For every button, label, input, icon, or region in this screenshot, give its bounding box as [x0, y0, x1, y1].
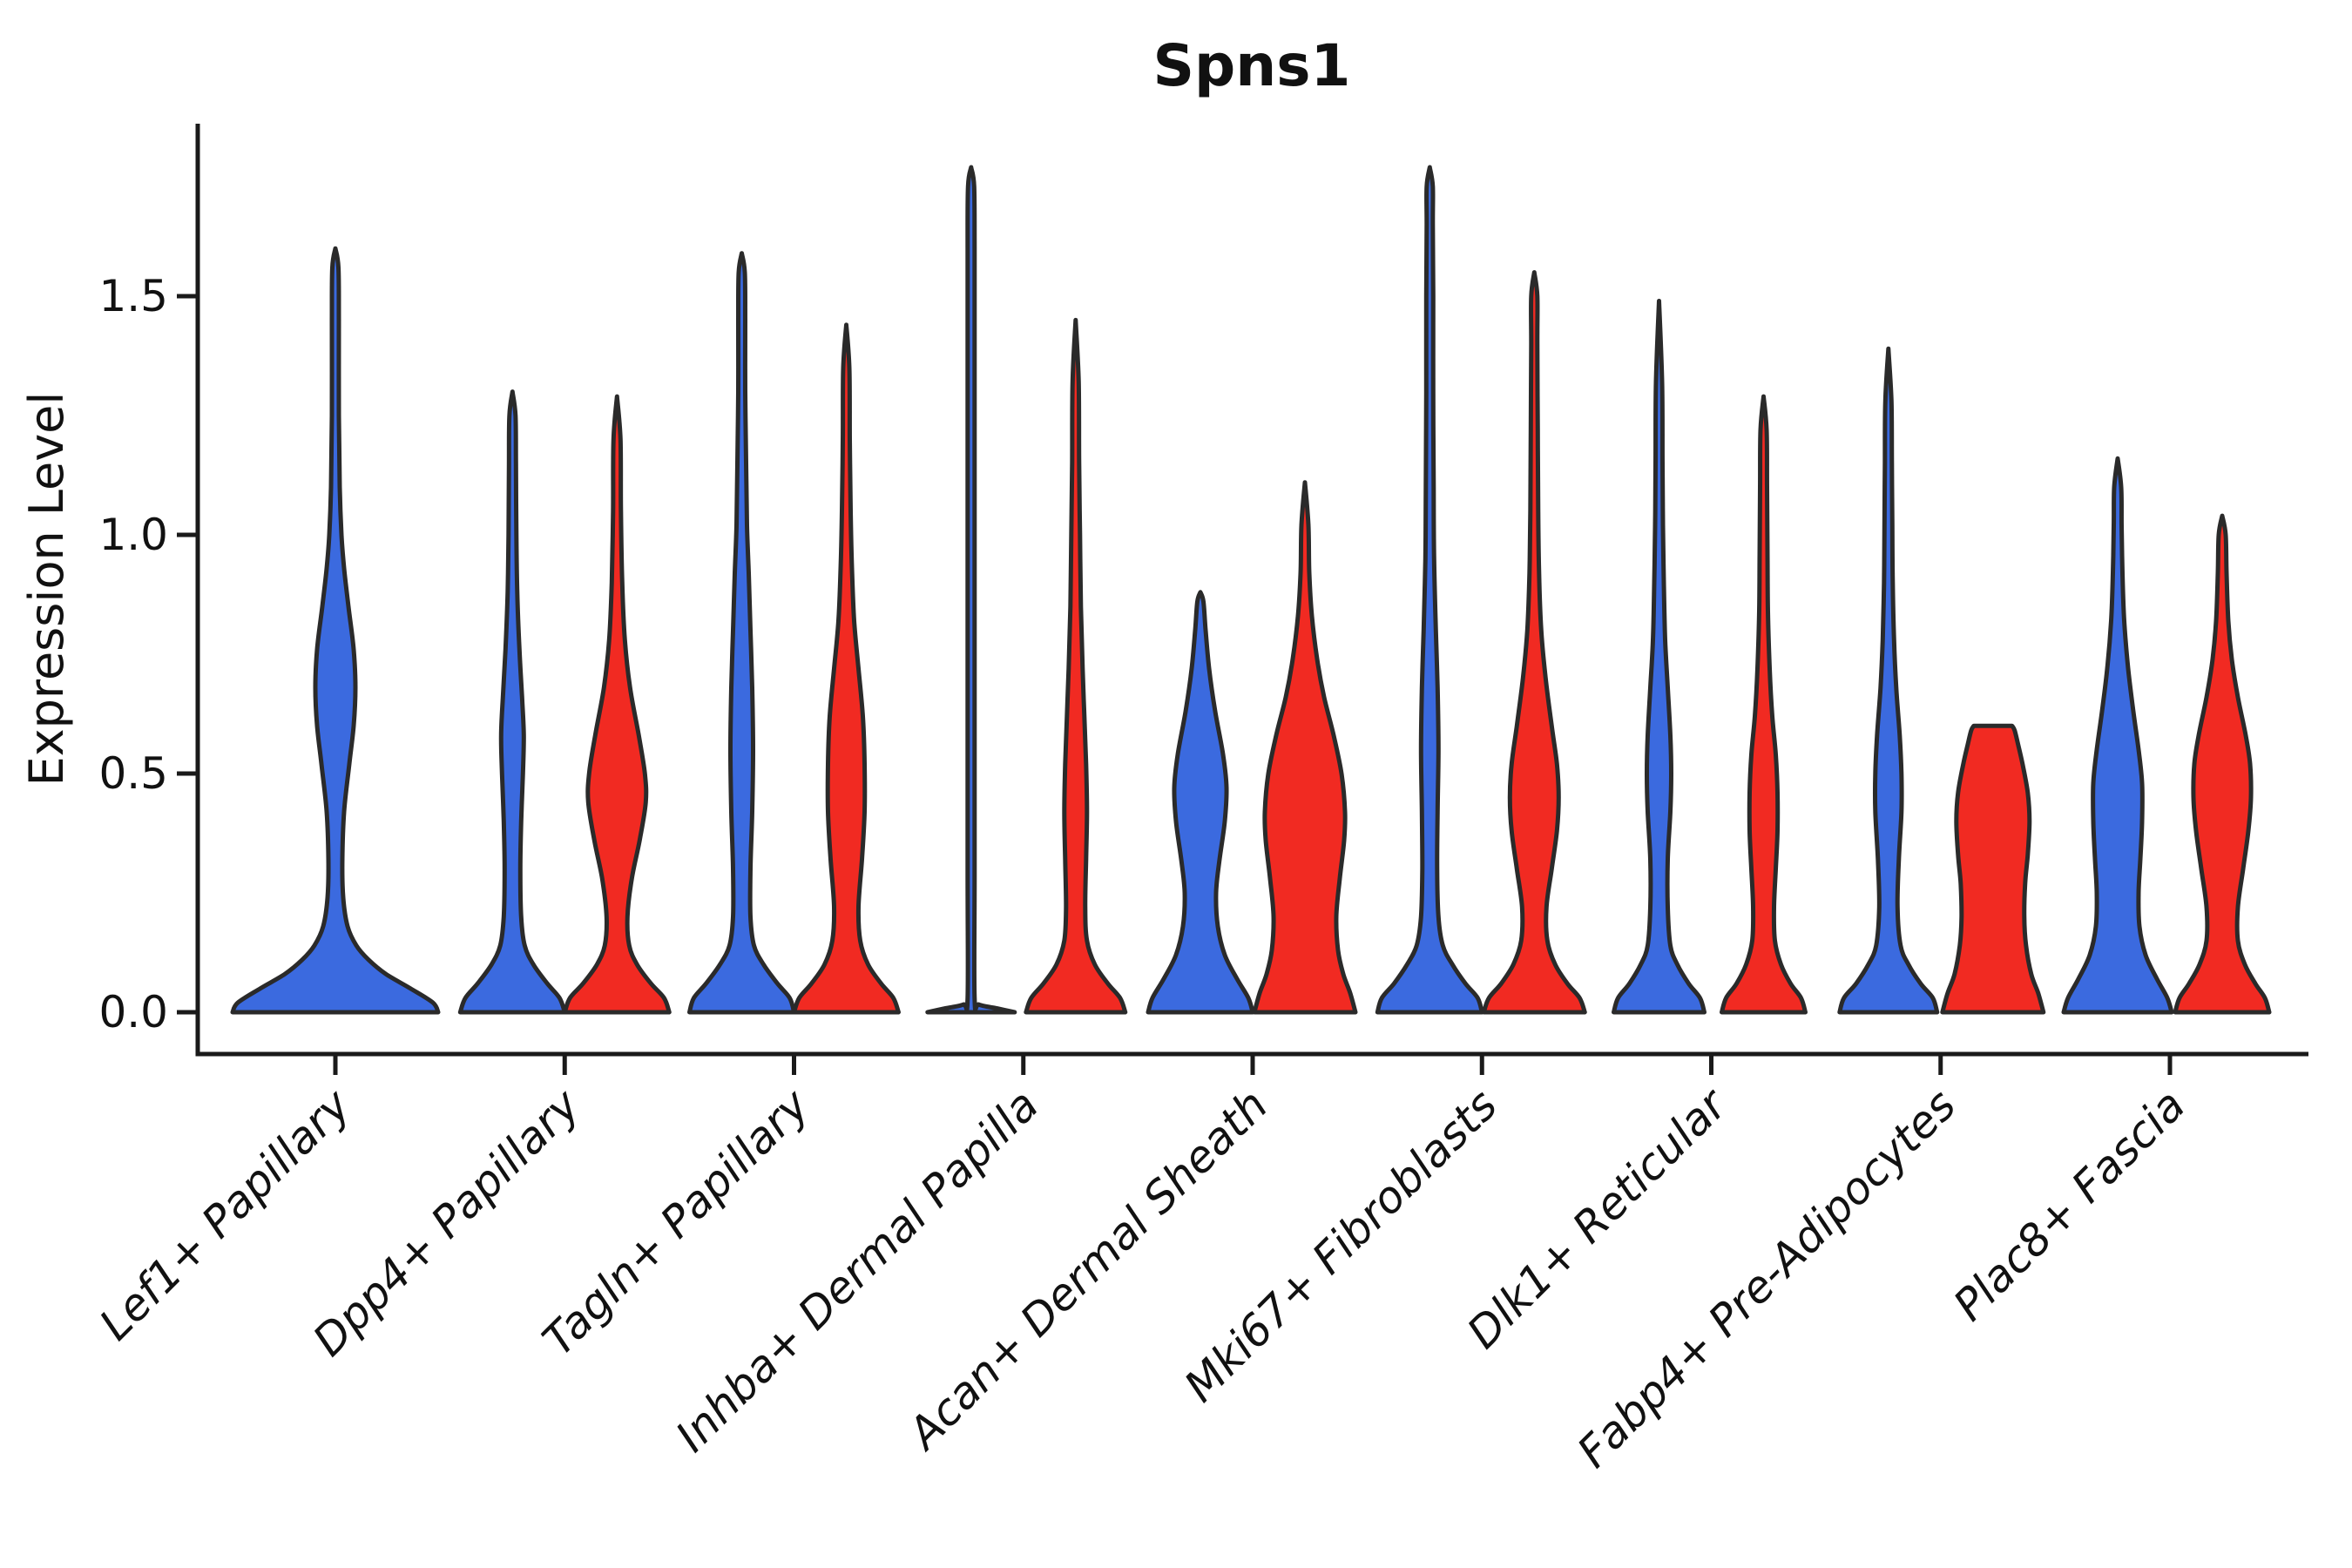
x-tick-label: Plac8+ Fascia — [1944, 1079, 2195, 1330]
y-tick-label: 0.0 — [98, 987, 168, 1037]
violin-plac8-fascia-blue — [2061, 456, 2174, 1015]
axis-spines — [195, 124, 2308, 1057]
violin-mki67-fibroblasts-blue — [1375, 165, 1484, 1015]
x-tick-label: Inhba+ Dermal Papilla — [666, 1079, 1048, 1461]
axes — [195, 124, 2308, 1057]
violin-acan-dermal-sheath-red — [1252, 480, 1358, 1015]
y-axis-ticks: 0.0 0.5 1.0 1.5 — [98, 271, 198, 1037]
violin-tagln-papillary-red — [792, 322, 901, 1015]
y-tick-label: 1.5 — [98, 271, 168, 321]
violin-inhba-dermal-papilla-red — [1024, 317, 1128, 1015]
x-tick-label: Lef1+ Papillary — [90, 1078, 361, 1349]
y-tick-label: 1.0 — [98, 510, 168, 560]
violin-mki67-fibroblasts-red — [1481, 270, 1587, 1015]
violin-dlk1-reticular-blue — [1612, 299, 1707, 1015]
violin-dlk1-reticular-red — [1720, 394, 1808, 1015]
x-tick-label: Acan+ Dermal Sheath — [897, 1079, 1278, 1460]
violin-lef1-papillary-blue — [230, 246, 441, 1015]
x-tick-label: Fabp4+ Pre-Adipocytes — [1568, 1079, 1966, 1477]
violin-fabp4-pre-adipocytes-blue — [1837, 346, 1940, 1015]
violin-inhba-dermal-papilla-blue — [925, 165, 1017, 1015]
y-tick-label: 0.5 — [98, 748, 168, 799]
chart-title: Spns1 — [1153, 32, 1351, 99]
violin-fabp4-pre-adipocytes-red — [1940, 723, 2046, 1015]
y-axis-label: Expression Level — [19, 392, 74, 787]
violin-plac8-fascia-red — [2173, 513, 2272, 1015]
violin-dpp4-papillary-red — [562, 394, 672, 1015]
violin-series — [230, 165, 2272, 1015]
violin-acan-dermal-sheath-blue — [1146, 590, 1255, 1015]
violin-dpp4-papillary-blue — [457, 389, 567, 1015]
violin-tagln-papillary-blue — [687, 251, 796, 1015]
